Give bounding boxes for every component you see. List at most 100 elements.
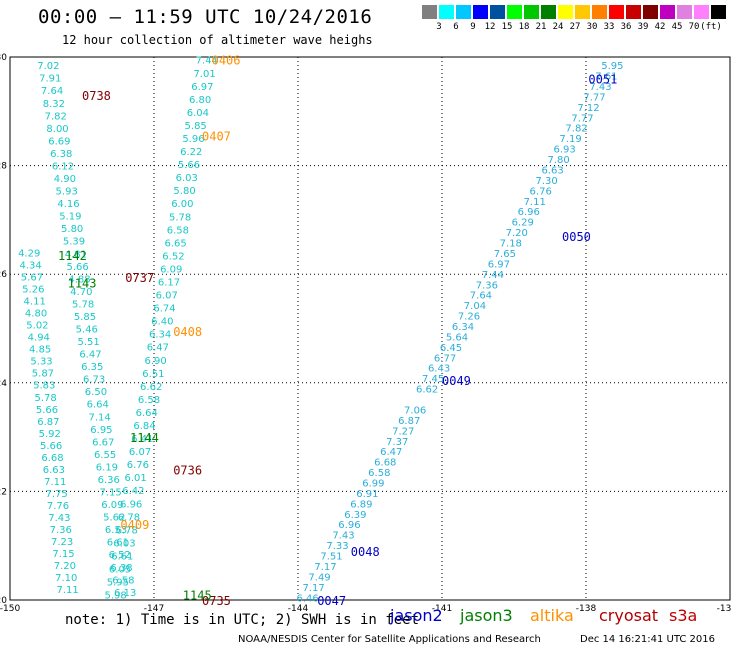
wave-height-value: 6.89 [350, 499, 372, 510]
wave-height-value: 5.19 [59, 212, 81, 223]
wave-height-value: 6.63 [542, 165, 564, 176]
wave-height-value: 6.38 [50, 149, 72, 160]
wave-height-value: 6.53 [105, 525, 127, 536]
wave-height-value: 6.58 [368, 468, 390, 479]
wave-height-value: 7.75 [45, 489, 67, 500]
wave-height-value: 6.50 [85, 387, 107, 398]
pass-time-label: 0736 [173, 464, 202, 478]
wave-height-value: 6.09 [101, 500, 123, 511]
wave-height-value: 7.76 [47, 501, 69, 512]
wave-height-value: 6.36 [98, 475, 120, 486]
x-tick-label: -13 [717, 604, 732, 614]
wave-height-value: 6.63 [43, 465, 65, 476]
wave-height-value: 6.03 [176, 173, 198, 184]
wave-height-value: 6.04 [187, 108, 209, 119]
wave-height-value: 6.87 [37, 417, 59, 428]
wave-height-value: 7.26 [458, 312, 480, 323]
wave-height-value: 7.43 [48, 513, 70, 524]
legend-s3a: s3a [669, 606, 698, 625]
pass-time-label: 0737 [125, 271, 154, 285]
wave-height-value: 6.61 [111, 551, 133, 562]
wave-height-value: 6.34 [452, 322, 474, 333]
wave-height-value: 6.74 [153, 304, 175, 315]
wave-height-value: 5.80 [61, 224, 83, 235]
wave-height-value: 8.32 [43, 99, 65, 110]
wave-height-value: 6.84 [133, 421, 155, 432]
colorbar-label: 9 [470, 22, 476, 32]
wave-height-value: 6.00 [171, 199, 193, 210]
colorbar-label: 42 [654, 22, 666, 32]
wave-height-value: 6.64 [87, 400, 109, 411]
wave-height-value: 6.58 [112, 575, 134, 586]
colorbar-swatch [541, 5, 556, 19]
pass-time-label: 1144 [130, 431, 159, 445]
wave-height-value: 6.13 [114, 588, 136, 599]
wave-height-value: 6.51 [142, 369, 164, 380]
footnote: note: 1) Time is in UTC; 2) SWH is in fe… [65, 612, 420, 628]
wave-height-value: 6.97 [488, 259, 510, 270]
colorbar-label: 70 [688, 22, 700, 32]
wave-height-value: 5.64 [446, 332, 468, 343]
x-tick-label: -141 [432, 604, 452, 614]
colorbar-swatch [609, 5, 624, 19]
wave-height-value: 6.29 [512, 218, 534, 229]
colorbar-swatch [507, 5, 522, 19]
wave-height-value: 6.43 [428, 364, 450, 375]
colorbar-label: 27 [569, 22, 581, 32]
wave-height-value: 4.85 [29, 345, 51, 356]
wave-height-value: 6.90 [145, 356, 167, 367]
pass-time-label: 0738 [82, 89, 111, 103]
wave-height-value: 5.85 [74, 312, 96, 323]
wave-height-value: 6.73 [83, 375, 105, 386]
wave-height-value: 4.11 [24, 297, 46, 308]
wave-height-value: 7.27 [392, 426, 414, 437]
plot-frame [9, 56, 731, 601]
pass-time-label: 0050 [562, 230, 591, 244]
wave-height-value: 6.55 [94, 450, 116, 461]
wave-height-value: 6.47 [380, 447, 402, 458]
wave-height-value: 6.17 [158, 277, 180, 288]
wave-height-value: 7.17 [302, 583, 324, 594]
wave-height-value: 7.61 [595, 72, 617, 83]
pass-time-label: 0406 [212, 54, 241, 68]
wave-height-value: 5.83 [33, 381, 55, 392]
wave-height-value: 7.49 [308, 572, 330, 583]
wave-height-value: 5.39 [63, 237, 85, 248]
wave-height-value: 4.88 [68, 274, 90, 285]
wave-height-value: 5.93 [56, 187, 78, 198]
wave-height-value: 7.15 [99, 488, 121, 499]
y-tick-label: 30 [0, 53, 7, 63]
wave-height-value: 6.80 [189, 95, 211, 106]
wave-height-value: 7.33 [326, 541, 348, 552]
wave-height-value: 5.85 [185, 121, 207, 132]
wave-height-value: 7.77 [583, 92, 605, 103]
wave-height-value: 6.46 [296, 593, 318, 604]
pass-time-label: 0407 [202, 130, 231, 144]
wave-height-value: 7.11 [44, 477, 66, 488]
wave-height-value: 7.43 [332, 531, 354, 542]
colorbar-swatch [626, 5, 641, 19]
legend-jason2: jason2 [390, 606, 443, 625]
wave-height-value: 6.40 [151, 317, 173, 328]
wave-height-value: 6.96 [338, 520, 360, 531]
colorbar-swatch [643, 5, 658, 19]
wave-height-value: 6.96 [120, 499, 142, 510]
wave-height-value: 6.05 [109, 564, 131, 575]
wave-height-value: 7.64 [470, 291, 492, 302]
wave-height-value: 5.95 [601, 61, 623, 72]
wave-height-value: 7.37 [386, 437, 408, 448]
wave-height-value: 7.17 [314, 562, 336, 573]
wave-height-value: 7.91 [39, 74, 61, 85]
wave-height-value: 7.15 [52, 549, 74, 560]
wave-height-value: 4.81 [65, 249, 87, 260]
wave-height-value: 6.07 [156, 291, 178, 302]
wave-height-value: 7.11 [56, 585, 78, 596]
wave-height-value: 7.30 [536, 176, 558, 187]
wave-height-value: 6.01 [124, 473, 146, 484]
wave-height-value: 5.62 [103, 513, 125, 524]
pass-time-label: 0047 [317, 594, 346, 608]
wave-height-value: 6.58 [167, 225, 189, 236]
colorbar-swatch [694, 5, 709, 19]
wave-height-value: 6.69 [48, 136, 70, 147]
colorbar-label: 21 [535, 22, 547, 32]
